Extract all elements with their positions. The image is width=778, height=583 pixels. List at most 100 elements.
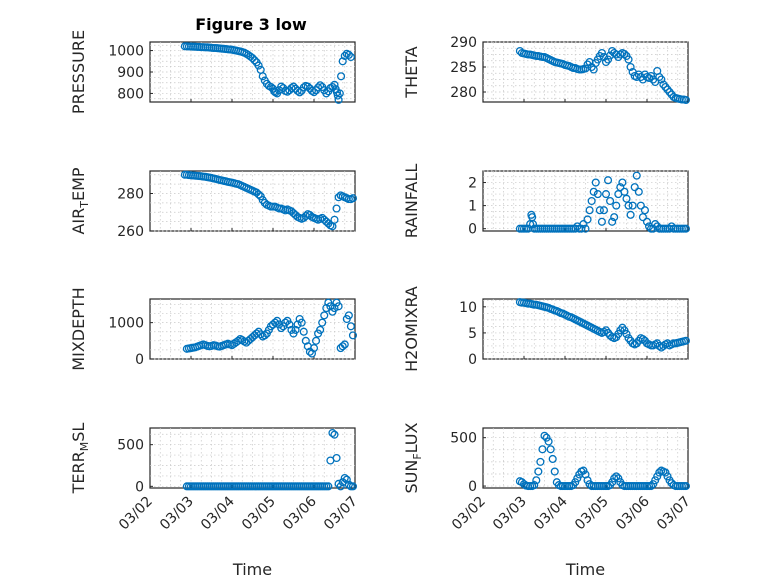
- data-point: [616, 183, 625, 192]
- data-point: [536, 457, 545, 466]
- data-point: [293, 320, 302, 329]
- data-point: [583, 215, 592, 224]
- data-point: [316, 325, 325, 334]
- data-point: [628, 201, 637, 210]
- y-axis-label: THETA: [402, 46, 421, 98]
- data-point: [301, 336, 310, 345]
- data-point: [295, 88, 304, 97]
- data-point: [542, 433, 551, 442]
- data-point: [348, 482, 358, 491]
- data-point: [614, 474, 623, 483]
- data-point: [620, 49, 629, 59]
- data-point: [270, 318, 280, 327]
- subplot-8: 0 500 SUNFLUX 03/02 03/03 03/04 03/05 03/06 03/0…: [402, 422, 694, 579]
- data-point: [340, 473, 349, 483]
- data-point: [644, 73, 654, 83]
- x-axis-label: Time: [232, 560, 272, 579]
- subplot-1: 800 900 1000 PRESSURE: [69, 30, 356, 114]
- data-point: [285, 320, 294, 329]
- data-point: [333, 91, 342, 100]
- data-point: [336, 482, 345, 491]
- data-point: [603, 55, 613, 64]
- data-point: [661, 82, 670, 92]
- data-point: [540, 431, 549, 440]
- data-point: [624, 55, 633, 64]
- data-point: [573, 474, 582, 483]
- y-axis-label: AIRTEMP: [69, 167, 91, 234]
- x-tick-label: 03/05: [239, 494, 279, 534]
- data-point: [281, 318, 290, 327]
- data-point: [322, 304, 331, 313]
- data-point: [330, 430, 339, 439]
- data-point: [297, 318, 306, 327]
- data-point: [335, 89, 344, 98]
- data-point: [303, 82, 312, 91]
- data-point: [334, 302, 343, 311]
- y-tick-label: 2: [468, 176, 477, 192]
- data-point: [316, 81, 325, 90]
- data-point: [344, 311, 353, 320]
- data-point: [620, 187, 629, 196]
- y-axis-label: PRESSURE: [69, 30, 88, 114]
- y-tick-label: 1000: [108, 44, 144, 60]
- data-point: [591, 178, 600, 187]
- data-point: [337, 72, 346, 81]
- data-point: [597, 217, 606, 226]
- data-point: [585, 206, 594, 215]
- data-point: [526, 220, 535, 229]
- y-axis-label: RAINFALL: [402, 164, 421, 239]
- data-point: [681, 95, 690, 105]
- subplot-7: 0 500 TERRMSL 03/02 03/03 03/04 03/05 03/06 03/0…: [69, 423, 361, 579]
- data-point: [338, 342, 347, 351]
- data-point: [636, 201, 645, 210]
- data-point: [291, 325, 300, 334]
- x-tick-label: 03/06: [280, 493, 320, 533]
- data-point: [651, 220, 660, 229]
- data-point: [307, 349, 317, 358]
- y-axis-label: TERRMSL: [69, 423, 91, 495]
- data-point: [330, 304, 339, 313]
- y-tick-label: 500: [117, 438, 144, 454]
- data-point: [665, 87, 674, 97]
- data-point: [342, 475, 351, 484]
- data-point: [606, 196, 615, 206]
- y-tick-label: 285: [450, 60, 477, 76]
- data-point: [326, 302, 335, 311]
- data-point: [647, 482, 656, 491]
- data-point: [583, 60, 592, 69]
- data-point: [587, 62, 596, 72]
- data-point: [595, 206, 604, 215]
- data-point: [601, 57, 611, 67]
- data-point: [322, 89, 331, 98]
- data-point: [597, 48, 606, 58]
- data-point: [348, 331, 358, 340]
- data-point: [277, 82, 286, 91]
- data-point: [571, 478, 580, 487]
- data-point: [330, 215, 339, 224]
- data-point: [299, 327, 308, 336]
- data-point: [550, 467, 559, 476]
- y-axis-label: MIXDEPTH: [69, 287, 88, 370]
- data-point: [618, 178, 627, 187]
- data-point: [681, 224, 690, 233]
- data-point: [581, 224, 590, 233]
- data-point: [614, 52, 623, 62]
- data-point: [599, 327, 608, 336]
- data-point: [663, 85, 672, 94]
- data-point: [328, 428, 337, 438]
- data-point: [599, 206, 608, 215]
- data-point: [610, 213, 619, 222]
- x-tick-label: 03/04: [531, 493, 571, 533]
- subplot-4: 0 1 2 RAINFALL: [402, 164, 690, 239]
- data-point: [603, 176, 613, 185]
- data-point: [624, 201, 633, 210]
- data-point: [277, 324, 286, 333]
- data-point: [612, 472, 621, 481]
- x-tick-label: 03/06: [613, 493, 653, 533]
- data-point: [258, 72, 267, 81]
- data-point: [318, 318, 327, 327]
- subplot-5: 0 1000 MIXDEPTH: [69, 287, 358, 371]
- x-tick-label: 03/03: [490, 494, 530, 534]
- data-point: [548, 454, 557, 464]
